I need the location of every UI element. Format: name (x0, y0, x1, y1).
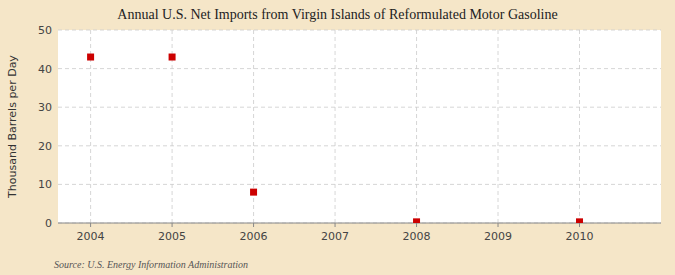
axes: 0 10 20 30 40 50 2004 2005 2006 2007 2008 2009 2010 (38, 24, 661, 243)
background (0, 0, 675, 275)
x-tick (172, 223, 173, 227)
x-tick (579, 223, 580, 227)
title: Annual U.S. Net Imports from Virgin Isla… (117, 7, 557, 22)
x-tick-label: 2008 (403, 230, 431, 243)
x-tick (253, 223, 254, 227)
grid-line-y (58, 184, 661, 185)
point (169, 54, 176, 61)
y-tick-label: 10 (38, 178, 52, 191)
x-tick (335, 223, 336, 227)
point (576, 218, 583, 223)
x-tick-label: 2006 (240, 230, 268, 243)
y-tick-label: 0 (45, 217, 52, 230)
x-tick (498, 223, 499, 227)
source-note: Source: U.S. Energy Information Administ… (54, 259, 248, 270)
y-tick-label: 40 (38, 63, 52, 76)
grid-line-x (579, 30, 580, 223)
grid-line-x (498, 30, 499, 223)
grid-line-y (58, 30, 661, 31)
point (87, 54, 94, 61)
x-tick-label: 2010 (566, 230, 594, 243)
y-tick-label: 50 (38, 24, 52, 37)
grid-line-x (416, 30, 417, 223)
x-axis-line (58, 223, 661, 224)
y-tick-label: 30 (38, 101, 52, 114)
chart: 0 10 20 30 40 50 2004 2005 2006 2007 2008 2009 2010 A… (0, 0, 675, 275)
points (87, 54, 583, 223)
grid-line-y (58, 145, 661, 146)
grid-line-y (58, 68, 661, 69)
x-tick-label: 2007 (321, 230, 349, 243)
y-tick-label: 20 (38, 140, 52, 153)
grid-line-y (58, 107, 661, 108)
x-tick-label: 2005 (158, 230, 186, 243)
x-tick (416, 223, 417, 227)
point (250, 189, 257, 196)
x-tick-label: 2004 (77, 230, 105, 243)
x-tick-label: 2009 (484, 230, 512, 243)
grid-line-x (335, 30, 336, 223)
y-axis-label: Thousand Barrels per Day (6, 55, 19, 199)
x-tick (90, 223, 91, 227)
grid-line-y (58, 223, 661, 224)
point (413, 218, 420, 223)
grid (58, 30, 661, 223)
plot-area (58, 30, 661, 223)
